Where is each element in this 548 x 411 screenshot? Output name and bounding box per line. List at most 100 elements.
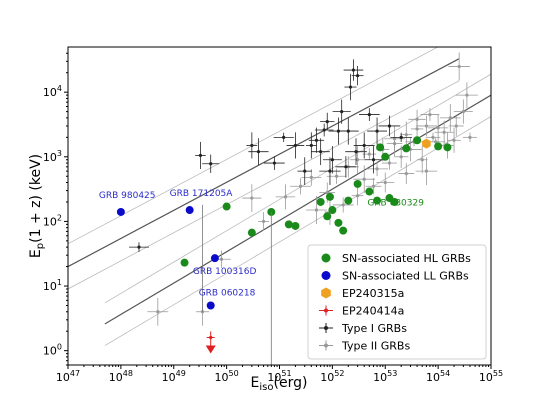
point: [454, 124, 458, 128]
point: [402, 144, 411, 153]
reference-line: [68, 80, 460, 290]
x-tick-label: 1053: [373, 369, 397, 384]
y-axis-label: Ep(1 + z) (keV): [28, 154, 46, 258]
point: [247, 228, 256, 237]
point: [341, 203, 345, 207]
legend-label: Type II GRBs: [341, 340, 410, 353]
legend-label: SN-associated HL GRBs: [342, 252, 471, 265]
reference-line: [68, 58, 460, 268]
point: [282, 135, 286, 139]
point: [431, 135, 435, 139]
point: [387, 161, 392, 165]
x-axis-label: Eiso(erg): [251, 375, 308, 393]
y-tick-label: 101: [43, 278, 62, 293]
point: [250, 143, 254, 148]
legend-label: EP240414a: [342, 305, 404, 318]
point: [362, 177, 366, 181]
point: [371, 184, 376, 188]
point: [376, 143, 385, 152]
x-tick-label: 1047: [56, 369, 80, 384]
legend-frame: [307, 244, 487, 360]
point: [428, 112, 432, 117]
point: [424, 124, 428, 128]
point: [325, 190, 329, 195]
point: [383, 180, 387, 185]
point: [362, 143, 366, 148]
data-points: [116, 52, 478, 365]
point: [340, 110, 344, 114]
point: [344, 165, 348, 169]
point: [291, 221, 300, 230]
point: [434, 142, 443, 151]
point: [339, 226, 348, 235]
point: [210, 254, 219, 263]
point: [399, 135, 403, 139]
legend-label: SN-associated LL GRBs: [342, 270, 469, 283]
point: [346, 129, 350, 133]
point: [413, 136, 422, 145]
point: [356, 74, 360, 78]
point: [180, 258, 189, 267]
point: [434, 140, 438, 144]
point: [284, 220, 293, 229]
reference-line: [68, 47, 439, 245]
point: [250, 196, 254, 200]
point: [116, 207, 125, 216]
point: [354, 150, 358, 154]
point: [344, 196, 353, 205]
legend: SN-associated HL GRBs SN-associated LL GR…: [307, 244, 487, 360]
point: [298, 184, 303, 188]
point: [442, 130, 446, 134]
y-tick-label: 100: [43, 343, 62, 358]
point: [256, 150, 261, 154]
x-tick-label: 1052: [320, 369, 344, 384]
legend-marker: [324, 308, 328, 313]
legend-marker: [324, 326, 328, 330]
point: [303, 169, 307, 173]
point: [198, 153, 203, 158]
y-tick-label: 103: [43, 149, 62, 164]
point: [323, 212, 332, 221]
point: [367, 112, 371, 117]
x-tick-label: 1054: [426, 369, 450, 384]
reference-line: [104, 116, 491, 346]
point: [415, 117, 419, 121]
point: [375, 129, 379, 133]
point: [314, 138, 319, 142]
point: [293, 143, 298, 148]
legend-label: EP240315a: [342, 287, 404, 300]
point: [209, 335, 213, 340]
point: [328, 169, 332, 173]
point: [381, 152, 390, 161]
point: [436, 126, 440, 130]
x-tick-label: 1051: [267, 369, 291, 384]
annotation-label: GRB 060218: [199, 288, 256, 298]
point: [353, 179, 362, 188]
point: [404, 171, 408, 176]
point: [222, 202, 231, 211]
point: [137, 245, 141, 249]
point: [348, 85, 353, 89]
point: [334, 218, 343, 227]
point: [156, 310, 160, 314]
legend-label: Type I GRBs: [341, 322, 407, 335]
annotations: GRB 980425 GRB 171205A GRB 100316D GRB 0602…: [99, 189, 424, 298]
point: [452, 138, 456, 142]
point: [283, 195, 288, 199]
point: [351, 68, 356, 72]
annotation-label: GRB 171205A: [170, 189, 234, 199]
point: [272, 161, 276, 165]
point: [424, 169, 428, 173]
point: [367, 152, 371, 156]
point: [387, 124, 392, 128]
y-tick-label: 102: [43, 213, 62, 228]
point: [325, 120, 329, 124]
point: [373, 196, 382, 205]
legend-marker: [321, 287, 331, 299]
legend-marker: [321, 271, 331, 280]
point: [309, 175, 313, 179]
x-tick-label: 1050: [215, 369, 239, 384]
point: [457, 64, 461, 69]
point: [309, 143, 313, 148]
